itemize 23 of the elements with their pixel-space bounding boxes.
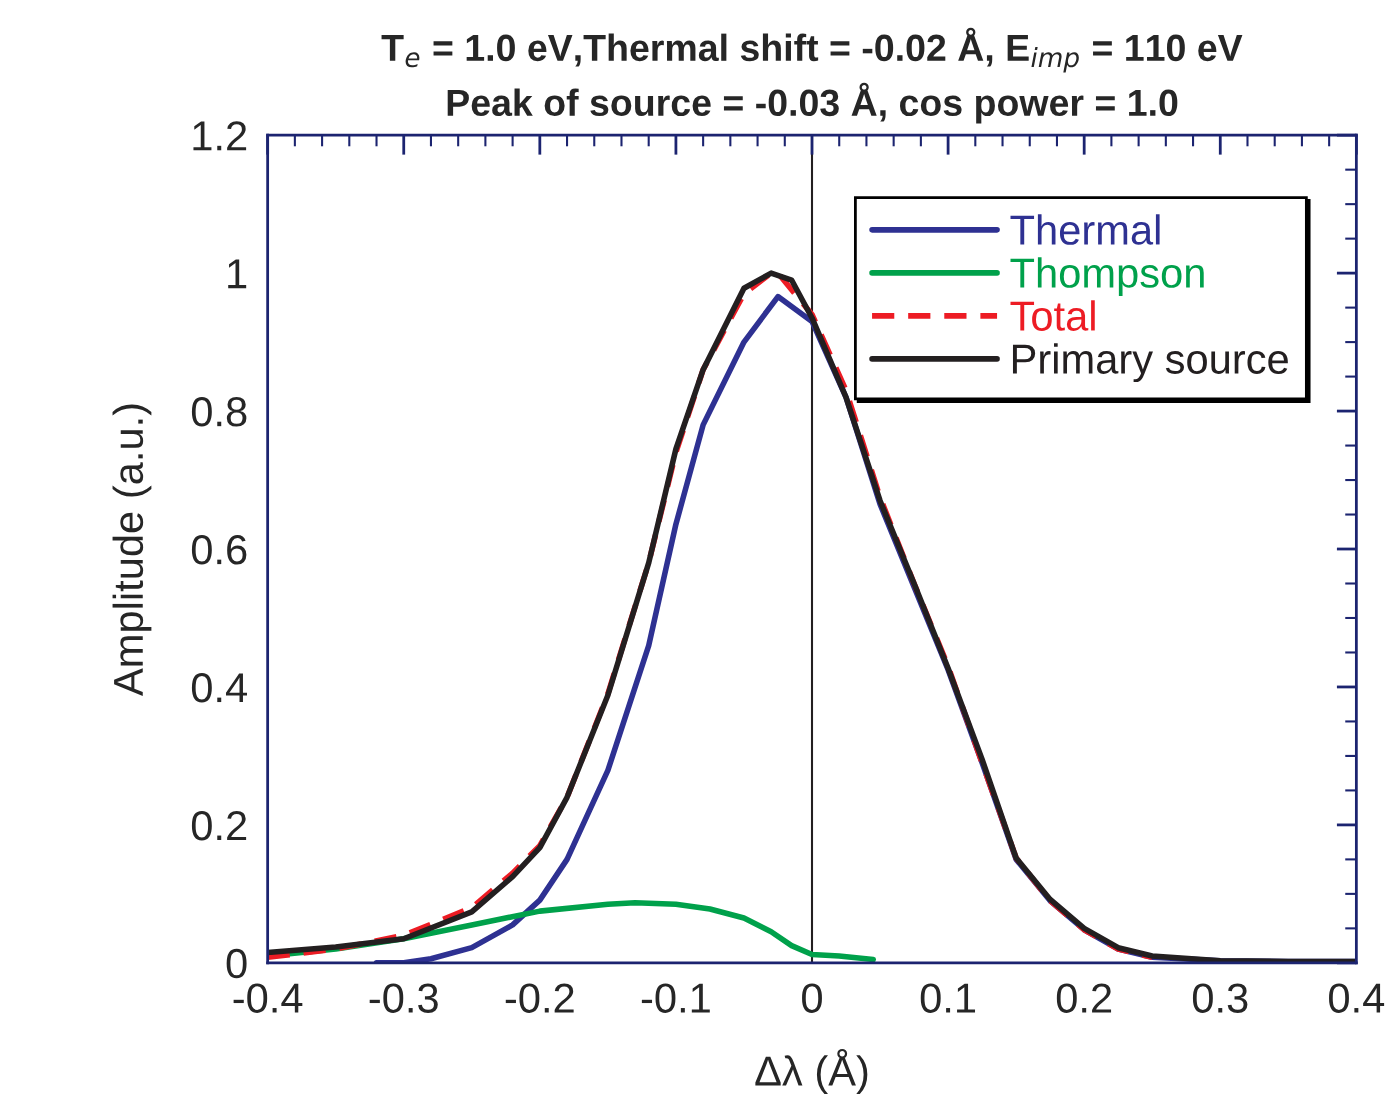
y-tick-label: 0.8	[191, 397, 247, 427]
legend-label: Thermal	[1010, 214, 1160, 245]
y-tick-label: 1	[228, 259, 247, 289]
legend-label: Primary source	[1012, 343, 1288, 383]
x-tick-label: 0.2	[1056, 983, 1112, 1013]
y-tick-label: 0.6	[191, 535, 247, 565]
x-tick-label: 0.1	[920, 983, 976, 1013]
y-tick-label: 0.4	[191, 672, 247, 703]
x-tick-label: 0.3	[1192, 983, 1248, 1013]
chart-title: T$_{e}$ = 1.0 eV,Thermal shift = -0.02 Å, E$_{imp}$ = 110 eV Peak of source = -0.03 Å, cos power = 1.0	[381, 27, 1243, 124]
x-tick-label: -0.4	[233, 983, 303, 1013]
x-tick-label: -0.1	[641, 983, 710, 1013]
y-axis-title: Amplitude (a.u.)	[112, 404, 152, 696]
x-tick-label: 0.4	[1329, 983, 1385, 1013]
legend-label: Total	[1010, 300, 1095, 331]
legend-label: Thompson	[1010, 257, 1204, 297]
y-tick-label: 0.2	[191, 810, 247, 841]
x-axis-title: Δλ (Å)	[755, 1048, 868, 1095]
y-tick-label: 0	[226, 948, 247, 979]
x-tick-label: 0	[802, 983, 822, 1013]
y-tick-label: 1.2	[193, 121, 247, 151]
x-tick-label: -0.2	[505, 983, 574, 1013]
x-tick-label: -0.3	[369, 983, 438, 1013]
